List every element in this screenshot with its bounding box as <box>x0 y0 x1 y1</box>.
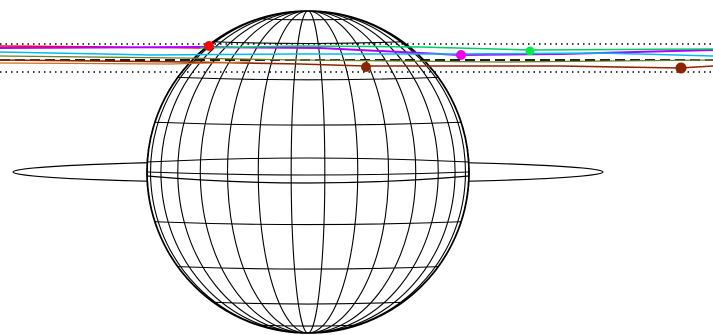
orbit-trail-olive <box>0 55 713 63</box>
globe-meridian <box>226 10 309 334</box>
globe-grid <box>146 10 470 334</box>
globe-meridian <box>307 10 417 334</box>
globe-meridian <box>307 10 390 334</box>
orbit-trail-cyan <box>0 51 713 57</box>
marker-brown-1 <box>361 62 371 72</box>
globe-meridian <box>199 10 309 334</box>
marker-green <box>525 46 535 56</box>
globe-parallel <box>258 18 358 21</box>
globe-parallel <box>154 221 462 226</box>
globe-parallel <box>177 76 439 81</box>
marker-brown-2 <box>675 62 687 74</box>
globe-meridian <box>177 10 309 334</box>
equatorial-ring-front <box>146 175 470 184</box>
equatorial-ring-back-edge <box>146 157 470 163</box>
globe-meridian <box>290 10 309 334</box>
globe-parallel <box>154 121 462 126</box>
globe-meridian <box>307 10 439 334</box>
globe-outline <box>146 10 470 334</box>
orbit-trail-orange <box>0 61 251 65</box>
marker-red <box>204 41 214 51</box>
globe-parallel <box>213 301 403 305</box>
globe-meridian <box>307 10 359 334</box>
marker-magenta <box>456 50 466 60</box>
globe-parallel <box>177 266 439 270</box>
globe-parallel <box>258 324 358 327</box>
orbit-trail-green <box>199 45 713 51</box>
globe-meridian <box>257 10 309 334</box>
globe-parallel <box>146 171 470 176</box>
globe-meridian <box>307 10 326 334</box>
